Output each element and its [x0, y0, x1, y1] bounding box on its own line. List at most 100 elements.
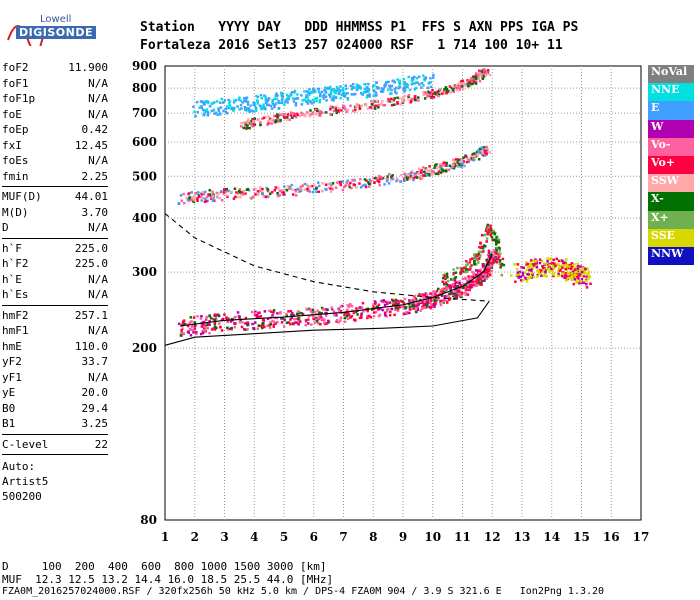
echo-point-second: [292, 193, 295, 196]
echo-point-first: [354, 318, 357, 322]
param-row: foF1 N/A: [2, 76, 108, 92]
echo-point-oblique: [361, 93, 364, 96]
echo-point-oblique: [266, 103, 269, 107]
echo-point-spread: [522, 278, 525, 282]
echo-point-oblique: [252, 110, 255, 113]
echo-point-spread: [570, 272, 574, 275]
echo-point-oblique: [330, 90, 333, 94]
echo-point-spread: [546, 261, 550, 264]
echo-point-oblique: [228, 102, 231, 105]
echo-point-first: [327, 319, 330, 323]
echo-point-second: [441, 168, 444, 171]
x-tick-label: 1: [161, 530, 169, 544]
echo-point-second: [211, 194, 214, 198]
echo-point-first: [307, 315, 311, 318]
echo-point-second: [408, 172, 412, 176]
echo-point-second: [220, 199, 224, 202]
echo-point-first: [246, 323, 249, 327]
echo-point-spread: [541, 270, 545, 273]
echo-point-spread: [565, 258, 568, 261]
echo-point-first: [443, 295, 447, 298]
echo-point-first: [181, 327, 184, 330]
echo-point-second: [483, 146, 486, 149]
param-row: h`F2 225.0: [2, 256, 108, 272]
echo-point-first: [349, 315, 352, 319]
x-tick-label: 5: [280, 530, 288, 544]
echo-point-spread: [518, 270, 522, 274]
echo-point-third: [478, 71, 481, 75]
echo-point-oblique: [219, 101, 222, 104]
echo-point-first: [481, 279, 484, 283]
echo-point-first: [350, 315, 354, 318]
echo-point-oblique: [346, 98, 350, 101]
echo-point-second: [258, 189, 262, 193]
echo-point-first: [440, 299, 443, 303]
echo-point-first: [465, 283, 468, 287]
echo-point-oblique: [208, 105, 212, 108]
echo-point-second: [192, 199, 195, 202]
echo-point-oblique: [429, 77, 432, 80]
echo-point-second: [412, 178, 415, 182]
echo-point-third: [444, 92, 447, 95]
echo-point-first: [442, 287, 445, 291]
echo-point-third: [355, 103, 359, 106]
echo-point-third: [295, 115, 298, 119]
echo-point-third: [288, 118, 291, 121]
echo-point-second: [238, 188, 242, 191]
echo-point-xmode: [443, 273, 447, 276]
echo-point-first: [387, 307, 390, 311]
echo-point-third: [382, 103, 385, 107]
echo-point-second: [372, 176, 375, 180]
echo-point-first: [381, 308, 384, 312]
param-row: hmF1 N/A: [2, 323, 108, 339]
echo-point-spread: [516, 263, 520, 266]
echo-point-second: [420, 175, 423, 179]
logo-brand: DIGISONDE: [16, 26, 96, 39]
echo-point-oblique: [260, 106, 263, 110]
echo-point-oblique: [429, 81, 432, 84]
echo-point-first: [296, 317, 299, 321]
echo-point-oblique: [429, 85, 433, 89]
echo-point-third: [423, 97, 427, 100]
echo-point-third: [251, 118, 255, 121]
echo-point-second: [363, 178, 367, 181]
echo-point-third: [479, 74, 482, 78]
echo-point-oblique: [203, 112, 206, 115]
echo-point-spread: [526, 265, 530, 268]
echo-point-second: [312, 188, 316, 191]
echo-point-third: [291, 116, 294, 119]
echo-point-second: [417, 172, 420, 175]
echo-point-oblique: [283, 100, 286, 104]
echo-point-xmode: [498, 255, 501, 258]
echo-point-oblique: [206, 101, 210, 105]
echo-point-oblique: [294, 101, 298, 105]
echo-point-spread: [547, 267, 550, 271]
echo-point-xmode: [485, 237, 489, 240]
echo-point-first: [394, 300, 397, 303]
echo-point-first: [432, 290, 435, 294]
echo-point-second: [220, 190, 223, 193]
echo-point-oblique: [296, 93, 299, 96]
echo-point-third: [366, 107, 370, 110]
echo-point-oblique: [255, 109, 258, 112]
echo-point-oblique: [342, 90, 345, 94]
echo-point-second: [387, 182, 391, 185]
echo-point-second: [385, 179, 389, 183]
echo-point-oblique: [394, 90, 397, 94]
param-row: foEp 0.42: [2, 122, 108, 138]
echo-point-first: [493, 249, 496, 252]
echo-point-first: [485, 259, 488, 262]
echo-point-xmode: [500, 273, 503, 277]
echo-point-third: [445, 91, 449, 95]
echo-point-first: [366, 309, 369, 313]
echo-point-first: [388, 301, 392, 304]
echo-point-second: [409, 174, 413, 178]
param-value: 29.4: [81, 401, 109, 415]
echo-point-second: [211, 190, 214, 194]
echo-point-xmode: [466, 263, 469, 266]
echo-point-second: [212, 193, 215, 196]
echo-point-xmode: [489, 234, 493, 237]
echo-point-first: [469, 275, 473, 278]
auto-line: Artist5: [2, 475, 49, 488]
echo-point-first: [305, 320, 308, 323]
